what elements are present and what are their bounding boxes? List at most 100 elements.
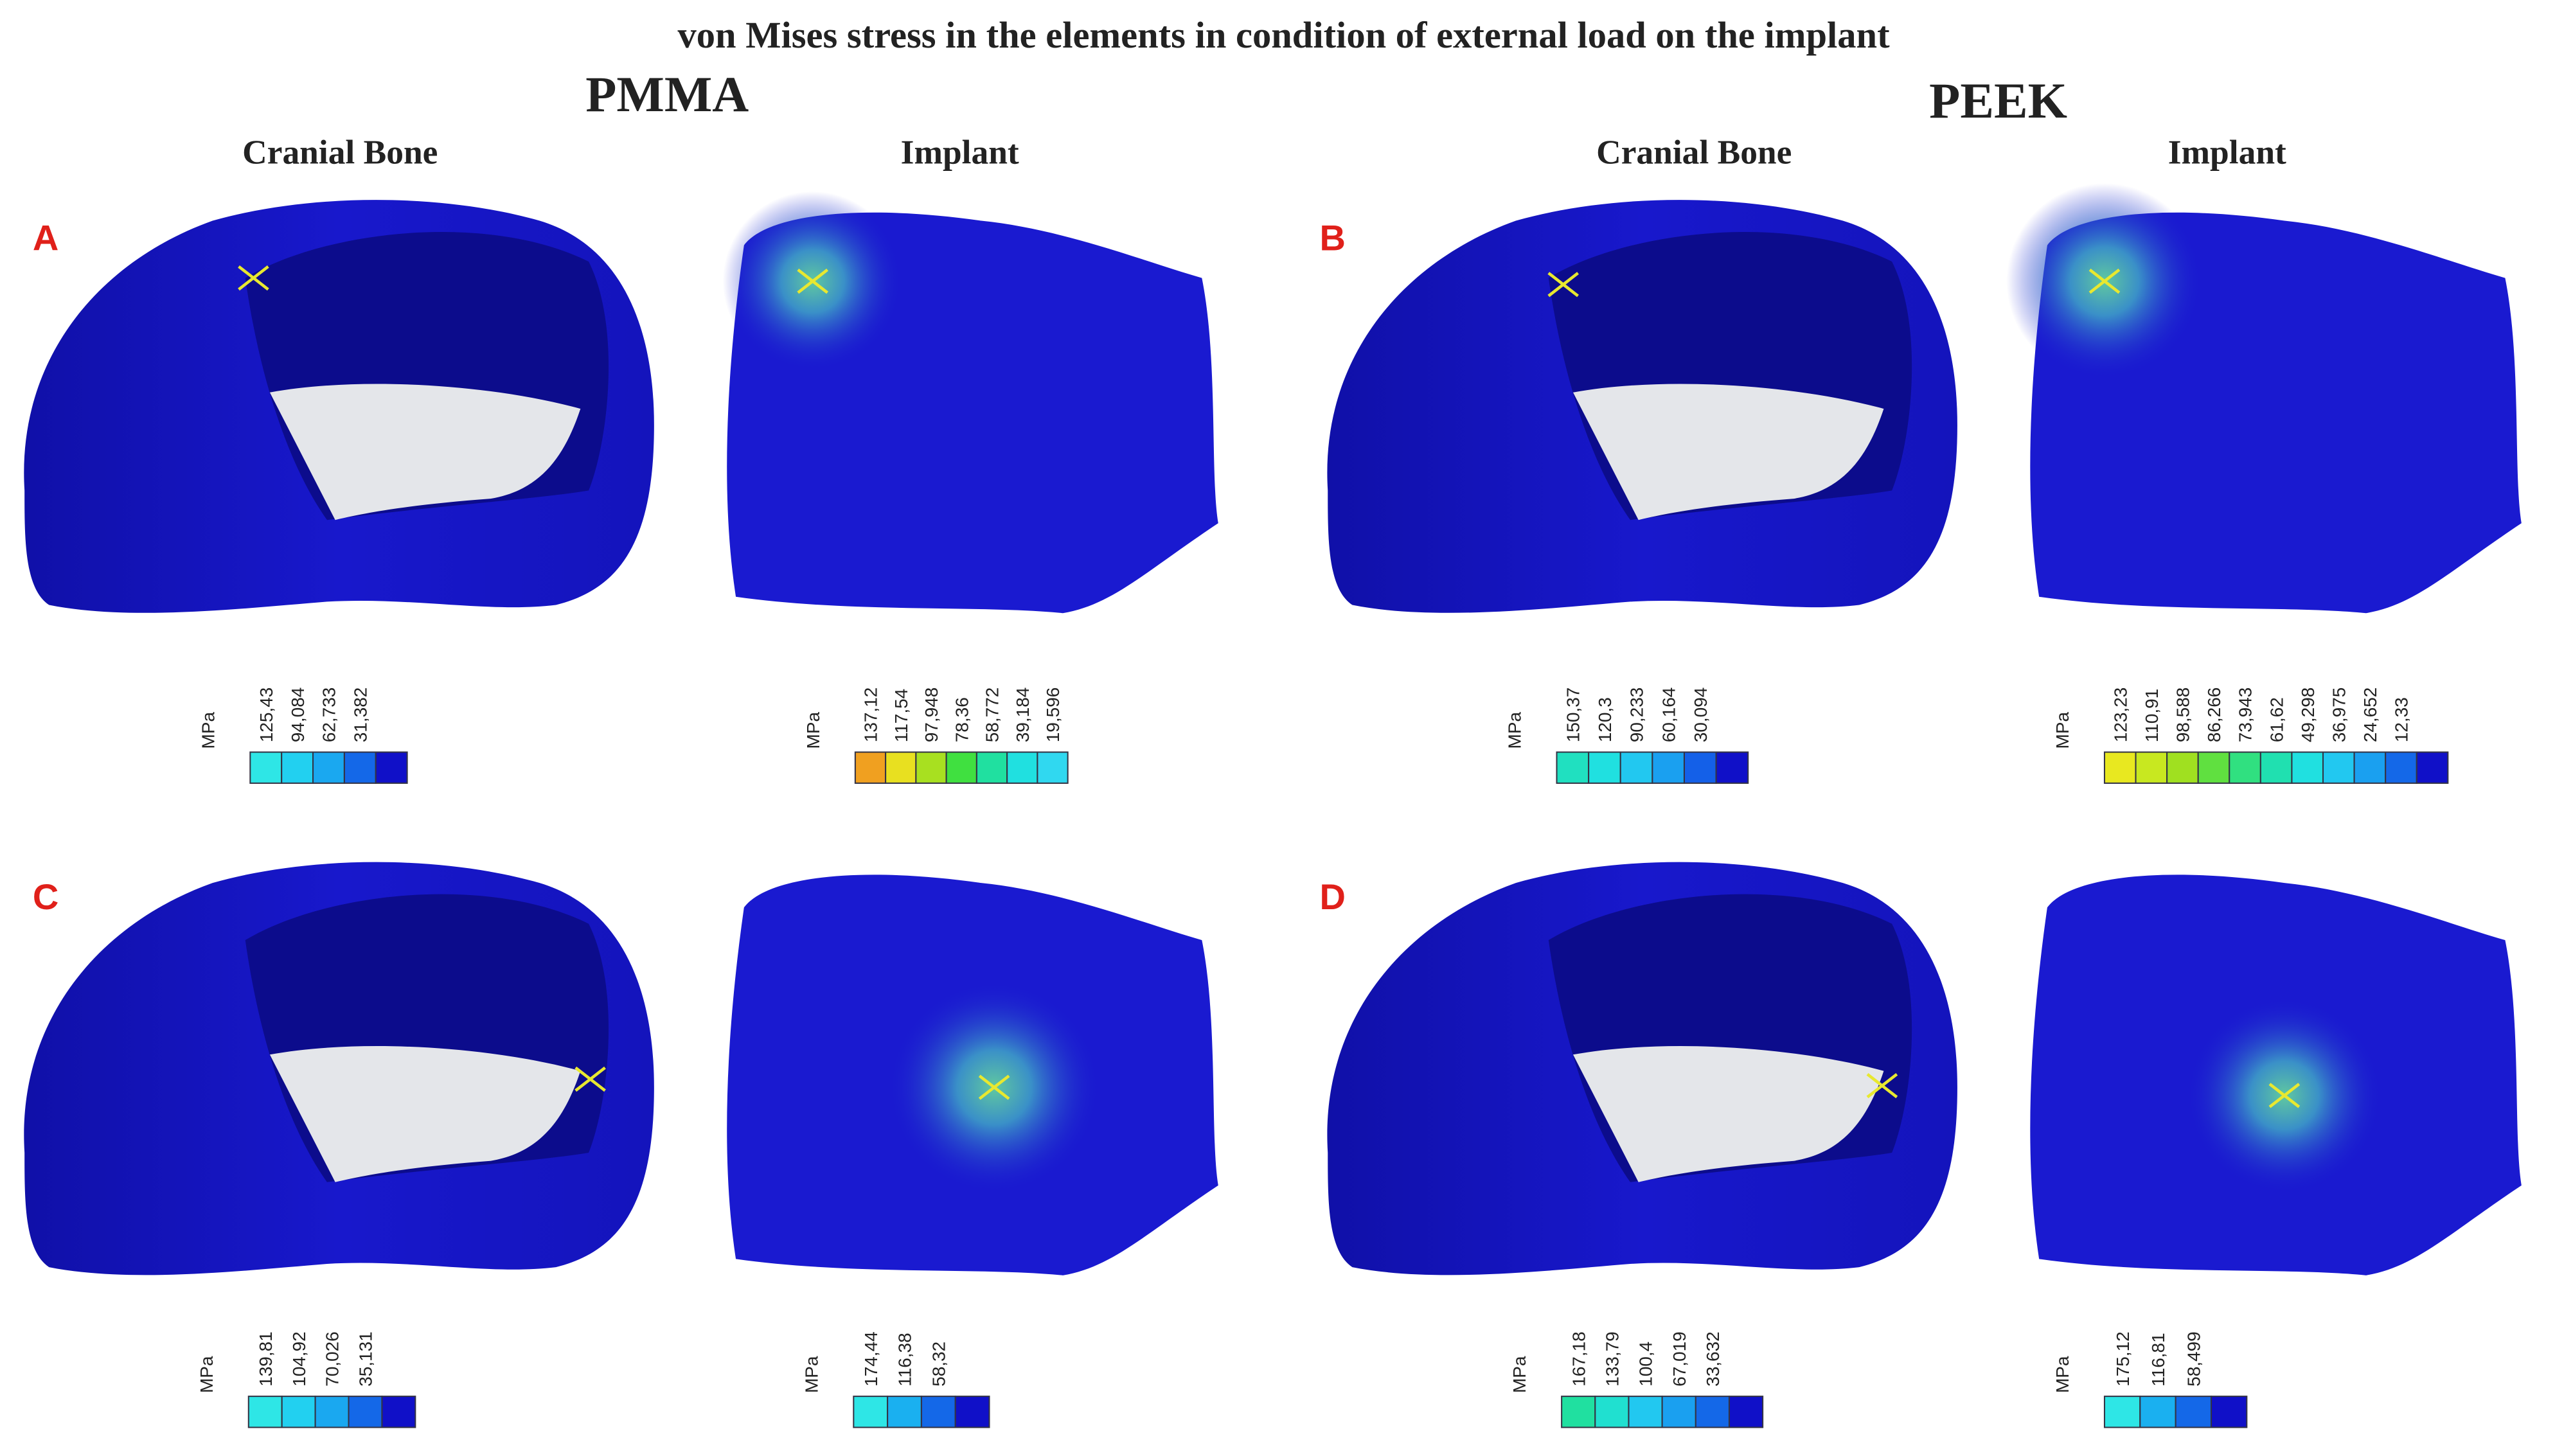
panel-letter: D [1320,876,1346,917]
cranial-bone-model [24,200,654,613]
legend-label: 110,91 [2142,689,2162,743]
column-header: Implant [901,132,1019,171]
panel-letter: A [33,217,58,258]
load-marker [2268,1083,2301,1108]
load-marker [1547,272,1579,297]
legend-swatch [1561,1396,1596,1428]
legend-label: 73,943 [2236,688,2256,743]
legend-label: 125,43 [256,688,276,743]
legend-unit: MPa [803,711,823,749]
load-marker [238,265,269,291]
load-marker [1866,1073,1898,1099]
material: PMMA [585,67,749,123]
legend-unit: MPa [198,711,218,749]
legend-swatch [915,751,947,784]
cranial-bone-model [1327,862,1957,1275]
legend-unit: MPa [801,1356,821,1393]
legend-swatch [348,1396,383,1428]
legend-label: 61,62 [2266,697,2286,742]
legend-label: 98,588 [2173,688,2193,743]
legend-swatch [887,1396,922,1428]
legend-label: 133,79 [1603,1331,1623,1387]
legend-label: 137,12 [861,688,881,743]
cranial-bone-model [24,862,654,1275]
material: PEEK [1929,73,2067,129]
legend-swatch [381,1396,416,1428]
legend-swatch [954,1396,990,1428]
legend-swatch [1661,1396,1696,1428]
legend-label: 104,92 [289,1331,309,1387]
legend-label: 19,596 [1043,688,1063,743]
legend-label: 150,37 [1563,688,1583,743]
legend-swatch [1556,751,1590,784]
legend-swatch [1695,1396,1730,1428]
legend-swatch [1715,751,1749,784]
panel [24,862,1218,1275]
panel [1327,182,2522,614]
legend-label: 31,382 [351,688,371,743]
legend-label: 49,298 [2298,688,2318,743]
legend-label: 167,18 [1569,1331,1589,1387]
legend-label: 30,094 [1691,688,1711,743]
legend-swatch [2103,1396,2141,1428]
legend-label: 120,3 [1595,697,1615,742]
legend-label: 33,632 [1703,1331,1723,1387]
load-marker [574,1066,606,1092]
legend-label: 58,499 [2184,1331,2203,1387]
legend-swatch [281,1396,316,1428]
legend-label: 39,184 [1013,688,1033,743]
title: von Mises stress in the elements in cond… [678,14,1891,56]
legend-swatch [1594,1396,1630,1428]
legend-label: 24,652 [2360,688,2380,743]
legend-swatch [247,1396,283,1428]
legend-swatch [2322,751,2355,784]
legend-label: 67,019 [1669,1331,1689,1387]
legend-label: 117,54 [891,689,911,743]
load-marker [797,269,828,294]
legend-swatch [2385,751,2417,784]
legend-swatch [249,751,283,784]
legend-label: 35,131 [356,1331,376,1387]
legend-swatch [2197,751,2230,784]
legend-swatch [281,751,314,784]
legend-swatch [1628,1396,1663,1428]
cranial-bone-model [1327,200,1957,613]
legend-swatch [854,751,887,784]
column-header: Cranial Bone [242,132,438,171]
legend-swatch [2166,751,2199,784]
legend-swatch [2259,751,2293,784]
panel-letter: B [1320,217,1346,258]
legend-swatch [1728,1396,1764,1428]
legend-swatch [2229,751,2261,784]
column-header: Cranial Bone [1596,132,1792,171]
legend-swatch [375,751,408,784]
legend-label: 78,36 [952,697,972,742]
legend-swatch [1588,751,1621,784]
legend-swatch [2210,1396,2248,1428]
legend-label: 100,4 [1636,1342,1656,1387]
panel-letter: C [33,876,58,917]
panel [24,191,1218,614]
legend-label: 116,38 [895,1333,915,1387]
column-header: Implant [2168,132,2286,171]
legend-swatch [343,751,377,784]
legend-swatch [1619,751,1653,784]
legend-unit: MPa [2052,1356,2072,1393]
legend-swatch [1651,751,1685,784]
legend-label: 139,81 [256,1331,276,1387]
legend-label: 123,23 [2110,688,2130,743]
load-marker [2088,269,2121,294]
legend-swatch [945,751,977,784]
legend-label: 94,084 [288,688,308,743]
legend-label: 36,975 [2329,688,2349,743]
legend-label: 116,81 [2148,1333,2168,1387]
legend-swatch [2175,1396,2212,1428]
legend-label: 62,733 [319,688,339,743]
legend-unit: MPa [1509,1356,1529,1393]
legend-swatch [885,751,917,784]
legend-swatch [2103,751,2137,784]
legend-swatch [1683,751,1717,784]
legend-label: 97,948 [921,688,941,743]
